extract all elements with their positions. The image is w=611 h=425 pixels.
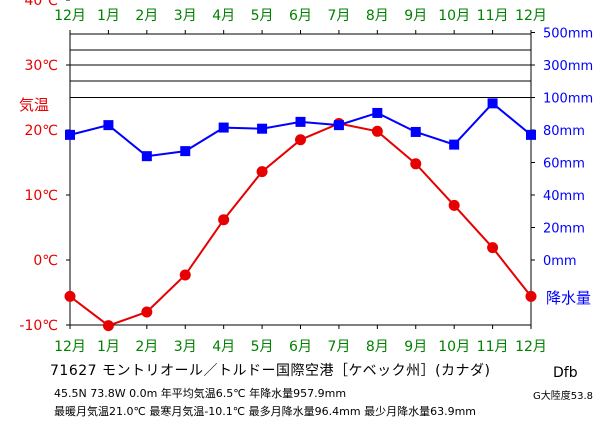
koppen-class: Dfb	[553, 365, 578, 381]
month-label-top: 12月	[54, 8, 86, 24]
precip-point	[333, 120, 344, 131]
precip-point	[487, 98, 498, 109]
precip-tick-label: 20mm	[543, 222, 585, 237]
temp-tick-label: 0℃	[33, 253, 58, 269]
precip-tick-label: 60mm	[543, 157, 585, 172]
temp-tick-label: 30℃	[24, 58, 58, 74]
month-label-bottom: 3月	[174, 339, 197, 355]
temp-point	[410, 158, 422, 170]
precip-point	[410, 126, 421, 137]
station-info-line-1: 45.5N 73.8W 0.0m 年平均気温6.5℃ 年降水量957.9mm	[54, 387, 347, 400]
month-label-bottom: 9月	[404, 339, 427, 355]
precip-tick-label: 100mm	[543, 92, 593, 107]
month-label-top: 12月	[515, 8, 547, 24]
temp-point	[102, 320, 114, 332]
temp-line	[69, 122, 532, 327]
temp-point	[64, 290, 76, 302]
precip-point	[449, 139, 460, 150]
temp-tick-label: 40℃	[24, 0, 58, 9]
month-label-top: 10月	[438, 8, 470, 24]
month-label-top: 8月	[366, 8, 389, 24]
precip-point	[65, 129, 75, 140]
precip-tick-label: 80mm	[543, 124, 585, 139]
temp-point	[448, 199, 460, 211]
temp-point	[179, 269, 191, 281]
precip-tick-label: 0mm	[543, 254, 577, 269]
temp-point	[525, 290, 537, 302]
climate-chart: 12月 1月 2月 3月 4月 5月 6月 7月 8月 9月 10月 11月 12月 12月 1月 2月 3月…	[19, 0, 593, 355]
precip-point	[141, 151, 152, 162]
month-label-bottom: 10月	[438, 339, 470, 355]
month-label-bottom: 8月	[366, 339, 389, 355]
precip-point	[526, 129, 536, 140]
precip-tick-label: 500mm	[543, 27, 593, 42]
month-label-bottom: 12月	[515, 339, 547, 355]
plot-frame	[69, 33, 532, 326]
temp-point	[371, 125, 383, 137]
month-label-top: 11月	[477, 8, 509, 24]
month-label-bottom: 12月	[54, 339, 86, 355]
temp-point	[487, 242, 499, 254]
station-info-line-2: 最暖月気温21.0℃ 最寒月気温-10.1℃ 最多月降水量96.4mm 最少月降…	[54, 405, 476, 418]
precip-axis-title: 降水量	[546, 289, 591, 307]
station-title: 71627 モントリオール／トルドー国際空港［ケベック州］(カナダ)	[50, 363, 491, 379]
precip-point	[218, 122, 229, 133]
temp-point	[295, 134, 306, 146]
month-label-bottom: 2月	[135, 339, 158, 355]
month-label-top: 5月	[251, 8, 274, 24]
month-label-top: 7月	[327, 8, 350, 24]
month-label-top: 4月	[212, 8, 235, 24]
precip-tick-label: 40mm	[543, 189, 585, 204]
month-label-bottom: 4月	[212, 339, 235, 355]
month-label-top: 3月	[174, 8, 197, 24]
month-label-bottom: 5月	[251, 339, 274, 355]
precip-tick-label: 300mm	[543, 59, 593, 74]
month-label-top: 6月	[289, 8, 312, 24]
continentality-index: G大陸度53.8	[533, 391, 594, 402]
month-label-bottom: 7月	[327, 339, 350, 355]
month-label-top: 9月	[404, 8, 427, 24]
precip-point	[372, 107, 383, 118]
month-label-top: 2月	[135, 8, 158, 24]
month-label-bottom: 6月	[289, 339, 312, 355]
precip-point	[180, 146, 191, 157]
precip-point	[257, 123, 268, 134]
temp-tick-label: 20℃	[24, 123, 58, 139]
precip-line	[69, 101, 532, 158]
temp-tick-label: 10℃	[24, 188, 58, 204]
month-label-bottom: 1月	[97, 339, 120, 355]
temp-point	[256, 166, 268, 178]
temp-tick-label: -10℃	[19, 318, 58, 334]
precip-point	[103, 120, 114, 131]
temp-axis-title: 気温	[19, 96, 49, 114]
month-label-bottom: 11月	[477, 339, 509, 355]
month-label-top: 1月	[97, 8, 120, 24]
precip-point	[295, 116, 306, 127]
temp-point	[141, 306, 153, 318]
temp-point	[218, 214, 230, 226]
